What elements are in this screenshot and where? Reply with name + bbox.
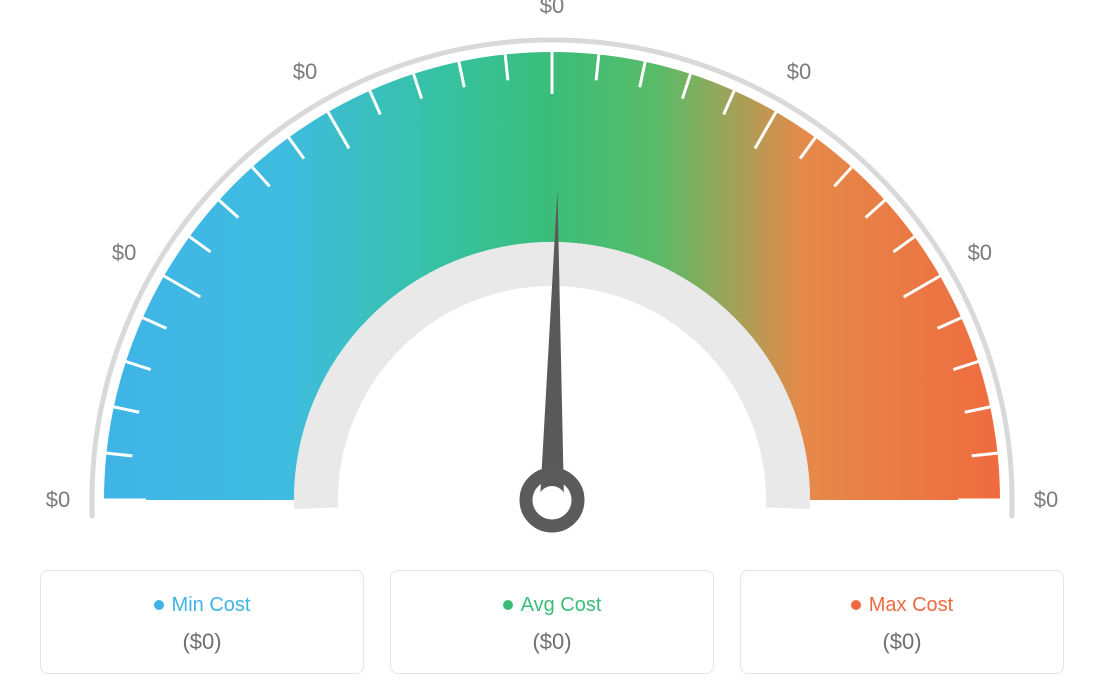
legend-top: Min Cost: [154, 594, 251, 617]
gauge-tick-label: $0: [112, 240, 136, 266]
legend-card-max: Max Cost ($0): [740, 570, 1064, 674]
gauge-hub-inner: [538, 486, 566, 514]
gauge-tick-label: $0: [46, 487, 70, 513]
gauge-tick-label: $0: [293, 59, 317, 85]
legend-dot-min: [154, 600, 164, 610]
gauge-tick-label: $0: [1034, 487, 1058, 513]
gauge-area: $0 $0 $0 $0 $0 $0 $0: [0, 0, 1104, 560]
gauge-tick-label: $0: [968, 240, 992, 266]
legend-dot-max: [851, 600, 861, 610]
legend-dot-avg: [503, 600, 513, 610]
legend-value-avg: ($0): [532, 629, 571, 655]
gauge-tick-label: $0: [787, 59, 811, 85]
legend-card-min: Min Cost ($0): [40, 570, 364, 674]
legend-row: Min Cost ($0) Avg Cost ($0) Max Cost ($0): [40, 570, 1064, 674]
legend-label-min: Min Cost: [172, 594, 251, 617]
legend-value-max: ($0): [882, 629, 921, 655]
legend-label-avg: Avg Cost: [521, 594, 602, 617]
legend-value-min: ($0): [182, 629, 221, 655]
gauge-tick-label: $0: [540, 0, 564, 19]
gauge-svg: [0, 0, 1104, 560]
cost-gauge-chart: $0$0$0$0$0$0$0 Min Cost($0)Avg Cost($0)M…: [0, 0, 1104, 690]
legend-top: Max Cost: [851, 594, 953, 617]
legend-card-avg: Avg Cost ($0): [390, 570, 714, 674]
legend-label-max: Max Cost: [869, 594, 953, 617]
legend-top: Avg Cost: [503, 594, 602, 617]
